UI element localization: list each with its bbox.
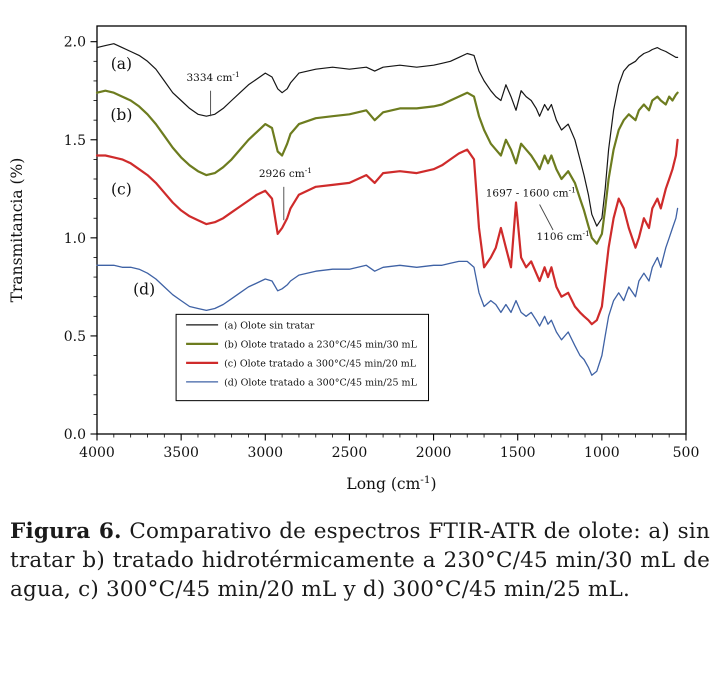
curve-label-c: (c) xyxy=(111,181,132,199)
x-tick-label: 4000 xyxy=(79,445,115,461)
x-tick-label: 3000 xyxy=(247,445,283,461)
y-axis-label: Transmitancia (%) xyxy=(8,158,26,303)
caption-text: Comparativo de espectros FTIR-ATR de olo… xyxy=(10,519,710,603)
spectrum-curve-a xyxy=(96,43,679,227)
legend-box xyxy=(175,313,430,402)
y-tick-label: 0.0 xyxy=(64,427,86,443)
x-axis-label: Long (cm-1) xyxy=(346,474,436,493)
caption-label: Figura 6. xyxy=(10,519,122,544)
spectrum-curve-b xyxy=(95,89,679,245)
plot-frame xyxy=(96,25,687,435)
curve-label-a: (a) xyxy=(111,55,132,73)
x-tick-label: 3500 xyxy=(163,445,199,461)
y-tick-label: 1.0 xyxy=(64,231,86,247)
y-tick-label: 0.5 xyxy=(64,329,86,345)
annotation-label: 2926 cm-1 xyxy=(259,166,312,180)
annotation-label: 1106 cm-1 xyxy=(537,229,590,243)
x-tick-label: 1000 xyxy=(584,445,620,461)
y-tick-label: 2.0 xyxy=(64,35,86,51)
x-tick-label: 1500 xyxy=(500,445,536,461)
spectrum-curve-c xyxy=(95,138,679,326)
annotation-pointer-line xyxy=(539,204,554,231)
ftir-spectra-chart: 4000 3500 3000 2500 2000 1500 1000 500 0.0 0.5 1.0… xyxy=(8,25,700,493)
ftir-plot-svg: 4000 3500 3000 2500 2000 1500 1000 500 0.0 0.5 1.0… xyxy=(8,25,700,493)
y-tick-label: 1.5 xyxy=(64,133,86,149)
annotation-label: 3334 cm-1 xyxy=(187,70,240,84)
legend-item-label: (d) Olote tratado a 300°C/45 min/25 mL xyxy=(224,377,417,388)
figure-caption: Figura 6. Comparativo de espectros FTIR-… xyxy=(0,505,720,605)
legend-item-label: (a) Olote sin tratar xyxy=(224,320,315,331)
spectrum-curve-d xyxy=(96,207,679,376)
curve-label-d: (d) xyxy=(133,281,155,299)
x-tick-label: 2000 xyxy=(416,445,452,461)
curve-label-b: (b) xyxy=(110,106,132,124)
x-tick-label: 500 xyxy=(673,445,700,461)
legend-item-label: (b) Olote tratado a 230°C/45 min/30 mL xyxy=(224,339,417,350)
x-tick-label: 2500 xyxy=(332,445,368,461)
legend-item-label: (c) Olote tratado a 300°C/45 min/20 mL xyxy=(224,358,417,369)
annotation-label: 1697 - 1600 cm-1 xyxy=(486,186,576,200)
caption-paragraph: Figura 6. Comparativo de espectros FTIR-… xyxy=(10,517,710,605)
